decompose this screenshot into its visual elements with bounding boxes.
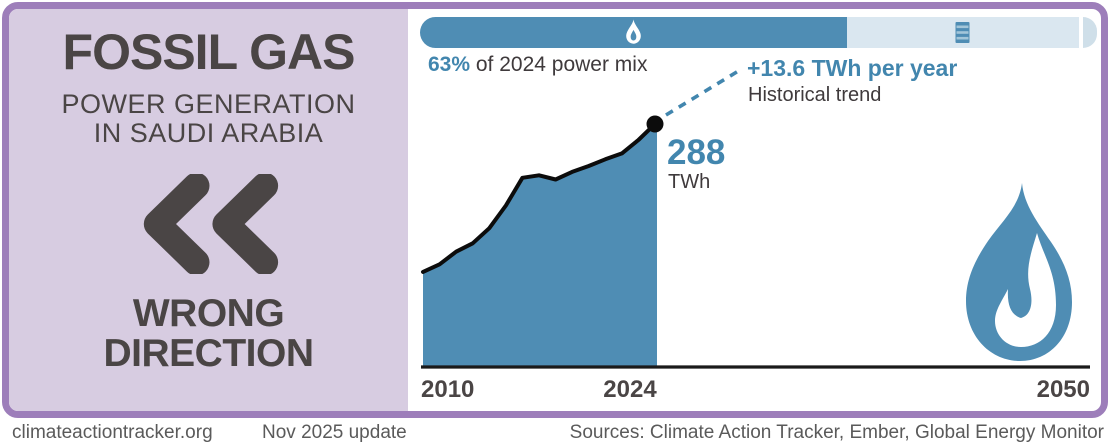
datapoint-2024-dot — [646, 115, 664, 133]
gas-share-percent: 63% — [428, 53, 471, 76]
gas-generation-area — [423, 124, 657, 366]
oil-barrel-icon — [955, 22, 970, 43]
power-mix-bar — [420, 17, 1097, 48]
power-mix-caption: 63% of 2024 power mix — [428, 53, 647, 77]
x-axis-label-2024: 2024 — [603, 376, 657, 403]
verdict-line-1: WRONG — [132, 292, 285, 336]
verdict-label: WRONG DIRECTION — [103, 292, 315, 376]
datapoint-value-label: 288 — [667, 133, 726, 172]
footer-sources-label: Sources: Climate Action Tracker, Ember, … — [569, 422, 1104, 443]
bar-end-cap — [1083, 17, 1097, 48]
datapoint-unit-label: TWh — [668, 171, 711, 193]
gas-share-segment — [420, 17, 847, 48]
page-title: FOSSIL GAS — [62, 24, 356, 80]
power-mix-caption-text: of 2024 power mix — [470, 53, 648, 76]
gas-generation-line — [421, 122, 657, 274]
subtitle-line-1: POWER GENERATION — [61, 89, 356, 119]
wrong-direction-chevrons-icon — [135, 174, 283, 275]
gas-flame-icon — [966, 183, 1072, 361]
trend-rate-caption: Historical trend — [748, 84, 882, 106]
left-panel: FOSSIL GAS POWER GENERATION IN SAUDI ARA… — [9, 9, 408, 411]
trend-dashed-line — [665, 68, 741, 117]
flame-icon — [625, 19, 641, 44]
verdict-line-2: DIRECTION — [103, 332, 315, 376]
page-subtitle: POWER GENERATION IN SAUDI ARABIA — [61, 89, 356, 149]
area-chart — [421, 68, 1090, 369]
trend-rate-label: +13.6 TWh per year — [747, 55, 958, 81]
card: FOSSIL GAS POWER GENERATION IN SAUDI ARA… — [2, 2, 1108, 418]
footer-update-label: Nov 2025 update — [262, 422, 407, 443]
other-share-segment — [846, 17, 1079, 48]
subtitle-line-2: IN SAUDI ARABIA — [93, 118, 324, 149]
bar-gap — [1079, 17, 1083, 48]
x-axis-label-2050: 2050 — [1036, 376, 1090, 403]
x-axis-label-2010: 2010 — [421, 376, 475, 403]
footer-site-label: climateactiontracker.org — [12, 422, 213, 443]
